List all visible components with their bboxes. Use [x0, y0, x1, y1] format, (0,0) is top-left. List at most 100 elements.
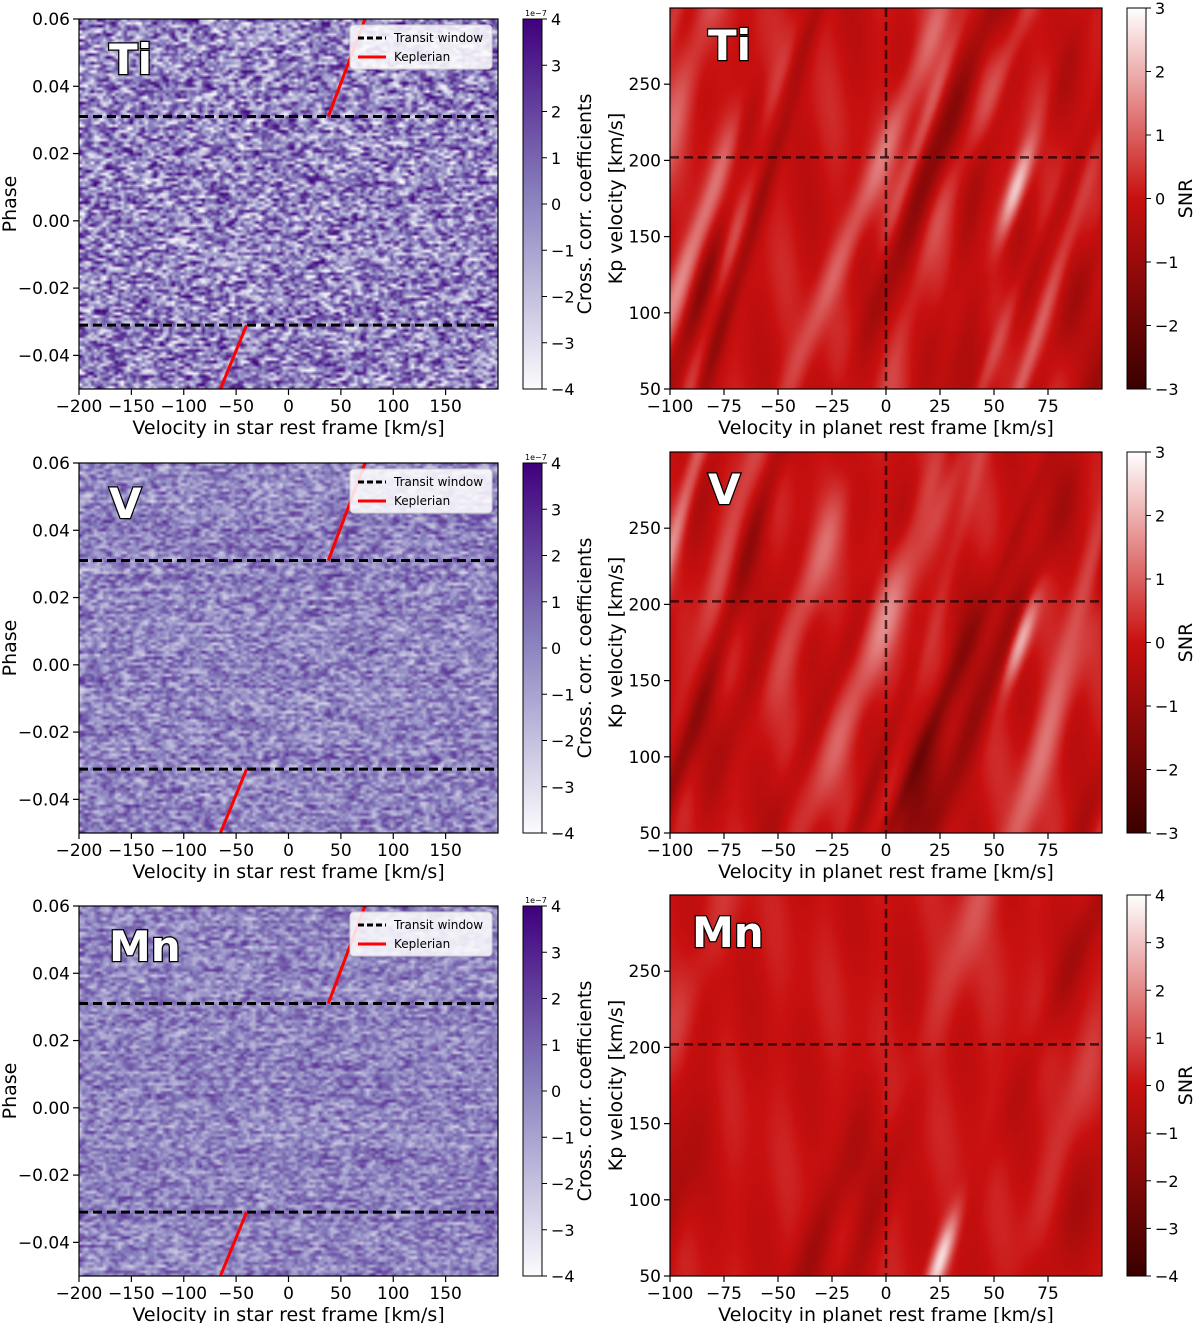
x-tick-label: 0: [283, 841, 294, 861]
colorbar-tick-label: 4: [551, 454, 561, 473]
colorbar-tick-label: 4: [551, 10, 561, 29]
y-tick-label: 250: [629, 962, 661, 982]
y-tick-label: −0.04: [18, 790, 70, 810]
element-label: V: [708, 465, 741, 514]
ccf-heatmap: [79, 19, 498, 389]
x-tick-label: −100: [647, 397, 694, 417]
keplerian-track-lower: [219, 768, 248, 834]
colorbar-tick-label: −2: [551, 1175, 575, 1194]
colorbar-tick-label: 1: [1155, 126, 1165, 145]
snr-panel-v: V −100 −75 −50 −25 0 25 50 75 50 100 150 200 250 Veloc…: [605, 443, 1197, 883]
legend: Transit window Keplerian: [349, 24, 493, 70]
x-tick-label: 0: [283, 1284, 294, 1304]
y-tick-label: 0.00: [32, 1099, 70, 1119]
colorbar: [522, 462, 543, 834]
colorbar: [1126, 894, 1147, 1277]
colorbar-tick-label: −1: [1155, 1124, 1179, 1143]
x-tick-label: −200: [56, 841, 103, 861]
y-tick-label: 0.04: [32, 964, 70, 984]
colorbar-tick-label: 0: [1155, 190, 1165, 209]
colorbar-tick-label: −2: [1155, 317, 1179, 336]
y-tick-label: 0.02: [32, 1032, 70, 1052]
y-tick-label: 0.06: [32, 897, 70, 917]
x-tick-label: −100: [160, 1284, 207, 1304]
y-axis-label: Kp velocity [km/s]: [605, 113, 627, 285]
x-tick-label: −100: [647, 841, 694, 861]
x-tick-label: −150: [108, 397, 155, 417]
x-tick-label: 100: [377, 1284, 409, 1304]
legend-transit-label: Transit window: [393, 475, 483, 489]
colorbar-tick-label: 1: [1155, 1029, 1165, 1048]
x-tick-label: 0: [881, 397, 892, 417]
y-tick-label: −0.04: [18, 346, 70, 366]
ccf-heatmap: [79, 463, 498, 833]
colorbar-tick-label: 0: [1155, 1077, 1165, 1096]
x-tick-label: −100: [160, 841, 207, 861]
y-tick-label: 250: [629, 519, 661, 539]
x-tick-label: 50: [330, 841, 352, 861]
colorbar-tick-label: 0: [1155, 634, 1165, 653]
colorbar-tick-label: −3: [551, 778, 575, 797]
element-label: Ti: [708, 21, 751, 70]
colorbar-tick-label: −3: [1155, 380, 1179, 399]
y-tick-label: 0.02: [32, 589, 70, 609]
colorbar-tick-label: −2: [1155, 1172, 1179, 1191]
colorbar-tick-label: −1: [551, 685, 575, 704]
element-label: Ti: [109, 35, 152, 84]
colorbar-exponent: 1e−7: [525, 896, 547, 905]
colorbar-tick-label: 1: [551, 149, 561, 168]
colorbar-tick-label: 2: [551, 103, 561, 122]
y-axis-label: Kp velocity [km/s]: [605, 1000, 627, 1172]
x-tick-label: −50: [760, 841, 796, 861]
x-tick-label: 50: [983, 397, 1005, 417]
y-tick-label: 0.04: [32, 77, 70, 97]
x-tick-label: 0: [881, 841, 892, 861]
colorbar-exponent: 1e−7: [525, 9, 547, 18]
colorbar-tick-label: 3: [1155, 443, 1165, 462]
y-tick-label: 0.02: [32, 145, 70, 165]
snr-panel-mn: Mn −100 −75 −50 −25 0 25 50 75 50 100 150 200 250 Velo…: [605, 886, 1197, 1326]
colorbar-tick-label: −1: [1155, 697, 1179, 716]
colorbar-tick-label: 3: [551, 500, 561, 519]
colorbar-exponent: 1e−7: [525, 453, 547, 462]
x-tick-label: −50: [760, 397, 796, 417]
x-tick-label: 75: [1037, 841, 1059, 861]
legend-keplerian-label: Keplerian: [394, 494, 450, 508]
x-tick-label: 0: [283, 397, 294, 417]
x-tick-label: −75: [706, 1284, 742, 1304]
legend-keplerian-label: Keplerian: [394, 937, 450, 951]
colorbar-tick-label: −1: [1155, 253, 1179, 272]
colorbar: [1126, 451, 1147, 834]
colorbar-tick-label: 3: [1155, 0, 1165, 18]
y-tick-label: 100: [629, 304, 661, 324]
element-label: Mn: [109, 922, 181, 971]
y-tick-label: 200: [629, 151, 661, 171]
colorbar-tick-label: 4: [1155, 886, 1165, 905]
colorbar: [522, 905, 543, 1277]
x-tick-label: −25: [814, 841, 850, 861]
y-tick-label: 0.06: [32, 454, 70, 474]
y-tick-label: 200: [629, 1038, 661, 1058]
x-tick-label: 150: [429, 1284, 461, 1304]
colorbar-tick-label: −4: [551, 380, 575, 399]
colorbar-tick-label: −3: [551, 1221, 575, 1240]
colorbar-tick-label: 2: [551, 990, 561, 1009]
x-tick-label: −100: [160, 397, 207, 417]
colorbar-label: Cross. corr. coefficients: [574, 538, 596, 759]
x-tick-label: −150: [108, 1284, 155, 1304]
x-tick-label: −50: [218, 397, 254, 417]
legend-keplerian-label: Keplerian: [394, 50, 450, 64]
colorbar-tick-label: −2: [551, 288, 575, 307]
colorbar-label: SNR: [1175, 179, 1197, 218]
colorbar-label: SNR: [1175, 1066, 1197, 1105]
x-tick-label: 75: [1037, 1284, 1059, 1304]
element-label: V: [109, 479, 142, 528]
y-tick-label: −0.02: [18, 279, 70, 299]
x-tick-label: 0: [881, 1284, 892, 1304]
x-tick-label: −50: [760, 1284, 796, 1304]
colorbar-tick-label: −3: [1155, 1219, 1179, 1238]
x-tick-label: 50: [983, 1284, 1005, 1304]
x-axis-label: Velocity in planet rest frame [km/s]: [718, 417, 1054, 439]
